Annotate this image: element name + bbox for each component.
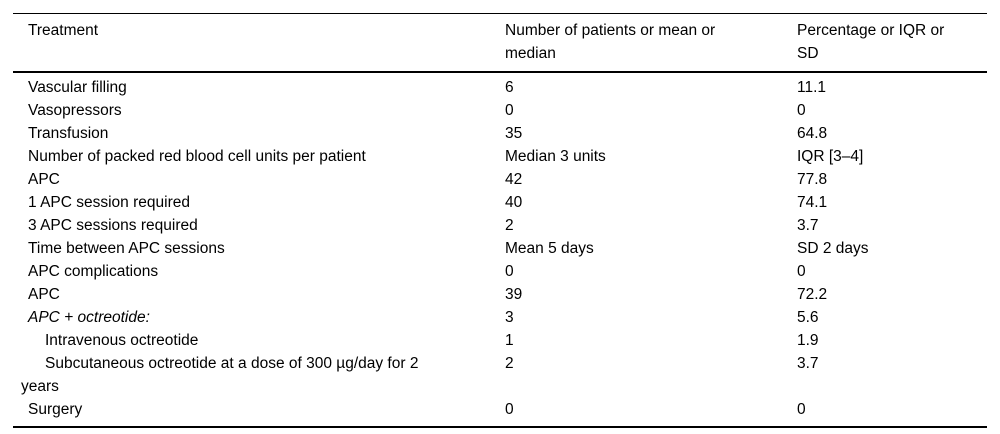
treatment-cell: Intravenous octreotide: [45, 332, 199, 349]
table-row: Transfusion 35 64.8: [13, 122, 987, 145]
table-row: Vasopressors 0 0: [13, 99, 987, 122]
table-row: 1 APC session required 40 74.1: [13, 191, 987, 214]
value-cell: Mean 5 days: [505, 240, 594, 257]
table-row: Vascular filling 6 11.1: [13, 72, 987, 99]
table-row: Surgery 0 0: [13, 398, 987, 427]
table-row: Number of packed red blood cell units pe…: [13, 145, 987, 168]
table-row: APC complications 0 0: [13, 260, 987, 283]
table-row: APC 39 72.2: [13, 283, 987, 306]
value-cell: 39: [505, 286, 523, 303]
value-cell: 40: [505, 194, 523, 211]
treatment-cell: Vasopressors: [28, 102, 122, 119]
table-row: APC + octreotide: 3 5.6: [13, 306, 987, 329]
treatment-cell: 1 APC session required: [28, 194, 190, 211]
value-cell: 2: [505, 217, 514, 234]
stat-cell: 3.7: [797, 217, 819, 234]
treatment-cell: Number of packed red blood cell units pe…: [28, 148, 366, 165]
table-body: Vascular filling 6 11.1 Vasopressors 0 0…: [13, 72, 987, 427]
table-header: Treatment Number of patients or mean or …: [13, 13, 987, 73]
stat-cell: 11.1: [797, 79, 827, 96]
treatment-cell: 3 APC sessions required: [28, 217, 198, 234]
header-percentage: Percentage or IQR or SD: [797, 14, 987, 73]
treatment-cell: Surgery: [28, 401, 83, 418]
stat-cell: IQR [3–4]: [797, 148, 864, 165]
stat-cell: SD 2 days: [797, 240, 869, 257]
value-cell: 0: [505, 263, 514, 280]
table-row: Subcutaneous octreotide at a dose of 300…: [13, 352, 987, 398]
stat-cell: 74.1: [797, 194, 828, 211]
treatment-cell: Vascular filling: [28, 79, 127, 96]
stat-cell: 3.7: [797, 355, 819, 372]
header-number-label: Number of patients or mean or median: [505, 22, 716, 62]
treatment-cell: APC + octreotide:: [28, 309, 150, 326]
value-cell: 0: [505, 102, 514, 119]
treatment-cell: Time between APC sessions: [28, 240, 225, 257]
table-row: Intravenous octreotide 1 1.9: [13, 329, 987, 352]
value-cell: 3: [505, 309, 514, 326]
value-cell: Median 3 units: [505, 148, 606, 165]
value-cell: 1: [505, 332, 514, 349]
treatment-cell: Transfusion: [28, 125, 109, 142]
stat-cell: 0: [797, 401, 806, 418]
stat-cell: 0: [797, 102, 806, 119]
value-cell: 6: [505, 79, 514, 96]
header-treatment: Treatment: [13, 14, 505, 73]
value-cell: 42: [505, 171, 523, 188]
treatment-cell: APC: [28, 171, 60, 188]
value-cell: 2: [505, 355, 514, 372]
table-row: 3 APC sessions required 2 3.7: [13, 214, 987, 237]
stat-cell: 1.9: [797, 332, 819, 349]
treatment-outcomes-table: Treatment Number of patients or mean or …: [13, 13, 987, 428]
value-cell: 0: [505, 401, 514, 418]
table-row: Time between APC sessions Mean 5 days SD…: [13, 237, 987, 260]
treatment-cell: Subcutaneous octreotide at a dose of 300…: [21, 355, 419, 395]
stat-cell: 5.6: [797, 309, 819, 326]
stat-cell: 0: [797, 263, 806, 280]
treatment-cell: APC: [28, 286, 60, 303]
header-number: Number of patients or mean or median: [505, 14, 797, 73]
stat-cell: 72.2: [797, 286, 828, 303]
treatment-cell: APC complications: [28, 263, 159, 280]
header-row: Treatment Number of patients or mean or …: [13, 13, 987, 73]
header-percentage-label: Percentage or IQR or SD: [797, 22, 945, 62]
stat-cell: 64.8: [797, 125, 828, 142]
header-treatment-label: Treatment: [28, 22, 99, 39]
table-row: APC 42 77.8: [13, 168, 987, 191]
stat-cell: 77.8: [797, 171, 828, 188]
value-cell: 35: [505, 125, 523, 142]
